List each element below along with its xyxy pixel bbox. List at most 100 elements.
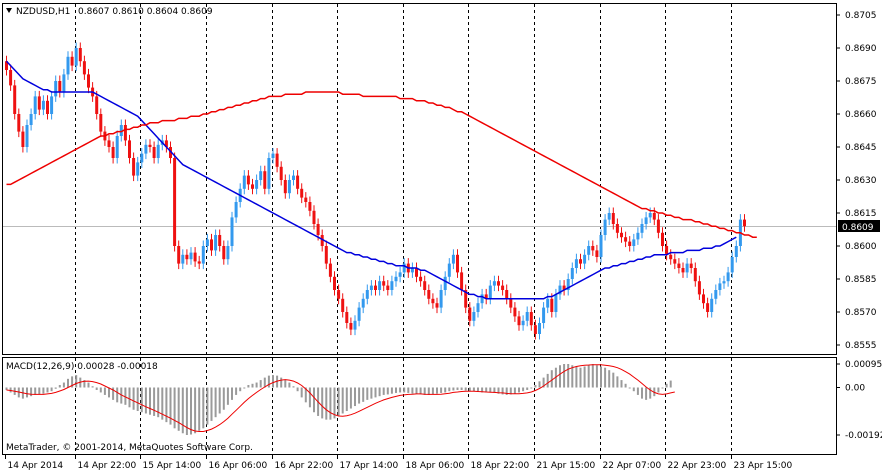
time-axis[interactable]: 14 Apr 2014 14 Apr 22:00 15 Apr 14:00 16 Ap… <box>5 455 793 471</box>
candle-body <box>140 153 144 163</box>
candle <box>472 306 476 327</box>
candle-body <box>648 213 652 218</box>
macd-bar <box>669 380 672 388</box>
candle-body <box>197 261 201 264</box>
candle <box>205 233 209 252</box>
candle-body <box>25 125 29 147</box>
macd-bar <box>91 386 94 388</box>
macd-bar <box>58 385 61 388</box>
candlestick-series[interactable] <box>5 42 746 340</box>
candle <box>111 141 115 164</box>
candle-body <box>136 162 140 176</box>
candle-body <box>78 48 82 62</box>
candle-body <box>296 175 300 189</box>
candle <box>255 174 259 195</box>
candle-body <box>583 254 587 264</box>
macd-histogram[interactable] <box>5 364 672 435</box>
candle <box>533 319 537 340</box>
candle <box>517 310 521 331</box>
candle-body <box>640 224 644 233</box>
moving-average-lines <box>5 60 757 300</box>
macd-bar <box>374 387 377 398</box>
candle <box>669 249 673 265</box>
candle <box>271 148 275 164</box>
candle <box>402 258 406 278</box>
price-tick-label: 0.8600 <box>845 242 877 252</box>
macd-bar <box>103 387 106 395</box>
macd-bar <box>583 366 586 388</box>
candle-body <box>230 217 234 246</box>
candle-body <box>419 276 423 282</box>
candle-body <box>611 213 615 224</box>
candle-body <box>525 312 529 321</box>
candle-body <box>697 281 701 295</box>
candle <box>218 229 222 252</box>
candle-body <box>480 294 484 304</box>
candle <box>665 240 669 261</box>
candle-body <box>718 283 722 290</box>
candle-body <box>529 312 533 326</box>
candle <box>251 178 254 195</box>
candle-body <box>398 272 402 277</box>
candle <box>242 170 246 195</box>
candle-body <box>566 279 570 290</box>
candle <box>488 280 492 305</box>
candle <box>70 51 74 72</box>
candle <box>193 247 197 267</box>
macd-bar <box>632 387 635 392</box>
candle-body <box>271 153 275 158</box>
candle <box>423 275 427 296</box>
candle-body <box>435 303 439 308</box>
candle <box>509 293 513 314</box>
candle-body <box>226 246 230 260</box>
candle-body <box>685 263 689 273</box>
price-axis[interactable]: 0.8705 0.8690 0.8675 0.8660 0.8645 0.8630 0.86… <box>836 11 877 351</box>
candle-body <box>587 246 591 255</box>
price-tick-label: 0.8645 <box>845 143 877 153</box>
macd-bar <box>308 387 311 408</box>
candle-body <box>70 56 74 66</box>
macd-bar <box>235 387 238 395</box>
candle <box>529 306 533 331</box>
candle <box>681 262 685 278</box>
candle <box>201 240 205 270</box>
candle <box>538 317 541 340</box>
candle <box>5 55 8 76</box>
candle-body <box>152 147 156 158</box>
candle <box>324 240 328 270</box>
macd-bar <box>444 387 447 393</box>
candle-body <box>726 272 730 282</box>
candle <box>587 240 591 261</box>
macd-bar <box>563 364 566 388</box>
candle-body <box>505 290 509 299</box>
candle-body <box>9 70 13 86</box>
macd-bar <box>620 380 623 388</box>
candle-body <box>341 298 345 312</box>
macd-bar <box>403 387 406 393</box>
candle <box>66 51 70 80</box>
candle-body <box>513 307 517 317</box>
candle-body <box>607 213 611 220</box>
candle-body <box>357 307 361 321</box>
candle <box>521 315 525 331</box>
candle <box>74 42 78 72</box>
candle-body <box>538 323 541 334</box>
candle <box>476 297 480 318</box>
candle <box>386 280 390 296</box>
candle <box>13 79 17 120</box>
macd-bar <box>628 387 631 389</box>
macd-bar <box>546 373 549 388</box>
candle <box>357 302 361 327</box>
macd-bar <box>161 387 164 420</box>
time-tick-label: 14 Apr 22:00 <box>78 461 137 471</box>
macd-bar <box>493 387 496 393</box>
candle <box>513 302 517 322</box>
macd-bar <box>456 387 459 390</box>
candle-body <box>312 210 316 224</box>
candle-body <box>66 56 70 75</box>
macd-bar <box>460 387 463 390</box>
candle-body <box>542 307 546 323</box>
macd-bar <box>259 380 262 388</box>
candle <box>382 275 386 292</box>
